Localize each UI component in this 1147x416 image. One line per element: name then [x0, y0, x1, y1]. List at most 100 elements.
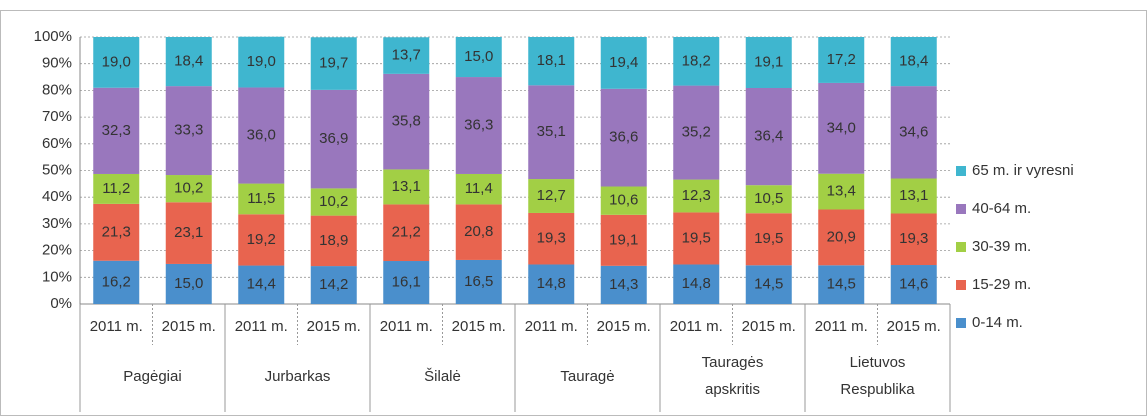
bar-segment [93, 173, 140, 204]
data-label: 23,1 [174, 224, 203, 241]
data-label: 19,1 [754, 53, 783, 70]
data-label: 12,7 [537, 187, 566, 204]
data-label: 11,4 [465, 180, 493, 197]
bar-segment [165, 263, 212, 304]
bar-segment [673, 212, 720, 265]
x-tick-label: 2015 m. [162, 318, 216, 335]
data-label: 13,7 [392, 47, 421, 64]
bar-segment [93, 203, 140, 261]
legend-swatch [956, 280, 966, 290]
bar-segment [890, 37, 937, 87]
bar-segment [165, 175, 212, 203]
y-tick-label: 40% [42, 188, 72, 205]
x-tick-label: 2015 m. [307, 318, 361, 335]
data-label: 20,9 [827, 228, 856, 245]
data-label: 14,6 [899, 275, 928, 292]
x-tick-label: 2011 m. [670, 318, 723, 335]
data-label: 36,6 [609, 129, 638, 146]
data-label: 21,2 [392, 224, 421, 241]
data-label: 17,2 [827, 51, 856, 68]
bar-segment [745, 185, 792, 214]
bar-segment [238, 87, 285, 184]
y-tick-label: 20% [42, 242, 72, 259]
data-label: 14,8 [537, 275, 566, 292]
bar-segment [310, 266, 357, 304]
data-label: 19,5 [754, 230, 783, 247]
bar-segment [673, 264, 720, 304]
data-label: 36,3 [464, 116, 493, 133]
bar-segment [165, 86, 212, 176]
bar-segment [455, 77, 502, 174]
bar-segment [818, 173, 865, 210]
data-label: 21,3 [102, 223, 131, 240]
data-label: 19,4 [609, 54, 638, 71]
bar-segment [528, 85, 575, 180]
data-label: 35,2 [682, 124, 711, 141]
bar-segment [745, 213, 792, 266]
bar-segment [528, 264, 575, 304]
x-tick-label: 2011 m. [525, 318, 578, 335]
data-label: 19,0 [102, 53, 131, 70]
bar-segment [600, 265, 647, 304]
data-label: 14,3 [609, 276, 638, 293]
data-label: 18,4 [899, 53, 928, 70]
bar-segment [745, 265, 792, 304]
data-label: 15,0 [464, 48, 493, 65]
y-tick-label: 100% [34, 28, 72, 45]
data-label: 13,1 [392, 178, 421, 195]
bar-segment [93, 37, 140, 88]
bar-segment [455, 173, 502, 205]
data-label: 19,3 [899, 230, 928, 247]
group-label: Tauragė [560, 367, 615, 385]
data-label: 35,1 [537, 123, 566, 140]
y-tick-label: 80% [42, 81, 72, 98]
data-label: 19,7 [319, 55, 348, 72]
bar-segment [383, 169, 430, 205]
data-label: 10,2 [174, 180, 203, 197]
data-label: 33,3 [174, 122, 203, 139]
bar-segment [93, 87, 140, 174]
bar-segment [600, 88, 647, 187]
data-label: 13,4 [827, 183, 856, 200]
data-label: 14,2 [319, 276, 348, 293]
data-label: 14,5 [754, 276, 783, 293]
legend-label: 65 m. ir vyresni [972, 162, 1074, 179]
legend-label: 15-29 m. [972, 276, 1031, 293]
legend-swatch [956, 204, 966, 214]
bar-segment [600, 186, 647, 215]
bar-segment [890, 86, 937, 179]
data-label: 19,3 [537, 230, 566, 247]
group-label: Jurbarkas [264, 367, 331, 385]
bar-segment [890, 265, 937, 304]
data-label: 14,5 [827, 276, 856, 293]
group-label: Lietuvos Respublika [840, 354, 915, 398]
data-label: 34,0 [827, 119, 856, 136]
group-label: Tauragės apskritis [701, 354, 764, 398]
y-tick-label: 0% [50, 295, 72, 312]
bar-segment [238, 214, 285, 266]
legend-label: 40-64 m. [972, 200, 1031, 217]
y-tick-label: 90% [42, 55, 72, 72]
x-tick-label: 2011 m. [815, 318, 868, 335]
bar-segment [383, 37, 430, 74]
bar-segment [818, 209, 865, 266]
data-label: 36,4 [754, 128, 783, 145]
data-label: 34,6 [899, 123, 928, 140]
bar-segment [600, 37, 647, 89]
group-label: Pagėgiai [123, 367, 182, 385]
data-label: 18,4 [174, 53, 203, 70]
bar-segment [310, 37, 357, 90]
x-tick-label: 2015 m. [742, 318, 796, 335]
legend-swatch [956, 318, 966, 328]
data-label: 15,0 [174, 275, 203, 292]
bar-segment [745, 87, 792, 186]
bar-segment [165, 202, 212, 264]
bar-segment [455, 37, 502, 78]
legend-label: 0-14 m. [972, 314, 1023, 331]
y-tick-label: 60% [42, 135, 72, 152]
x-tick-label: 2015 m. [452, 318, 506, 335]
bar-segment [93, 260, 140, 304]
data-label: 19,1 [609, 231, 638, 248]
data-label: 14,4 [247, 276, 276, 293]
data-label: 16,1 [392, 273, 421, 290]
